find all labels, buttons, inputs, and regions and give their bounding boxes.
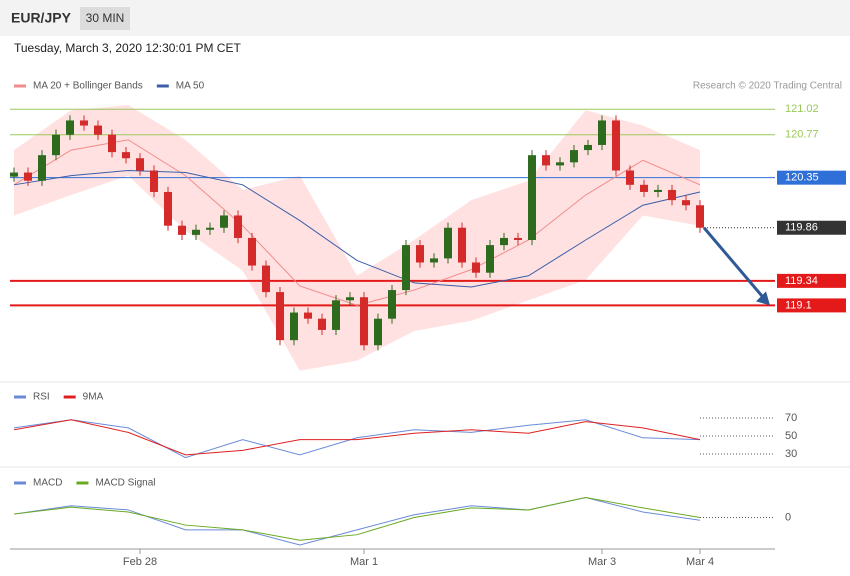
timeframe: 30 MIN (86, 11, 125, 25)
x-tick-label: Mar 1 (350, 556, 378, 568)
level-box (777, 220, 846, 235)
legend-label: 9MA (83, 392, 104, 403)
candle-body (94, 125, 102, 135)
level-label: 119.86 (785, 222, 818, 234)
indicator-line (13, 497, 701, 541)
level-box (777, 298, 846, 313)
candle-body (318, 318, 326, 330)
candle-body (682, 200, 690, 206)
candle-body (108, 134, 116, 153)
candle-body (570, 150, 578, 163)
candle-body (332, 300, 340, 330)
timestamp: Tuesday, March 3, 2020 12:30:01 PM CET (14, 41, 241, 55)
candle-body (206, 227, 214, 230)
candle-body (10, 172, 18, 177)
candle-body (178, 225, 186, 235)
candle-body (276, 292, 284, 341)
candle-body (402, 245, 410, 291)
arrow-head (756, 291, 770, 306)
candle-body (360, 297, 368, 346)
candle-body (542, 155, 550, 166)
candle-body (24, 172, 32, 181)
header-bar (0, 0, 850, 36)
candle-body (472, 262, 480, 273)
candle-body (220, 215, 228, 228)
candle-body (304, 312, 312, 319)
level-box (777, 273, 846, 288)
candle-body (696, 205, 704, 228)
candle-body (668, 189, 676, 201)
candle-body (346, 297, 354, 301)
candle-body (584, 144, 592, 151)
candle-body (640, 184, 648, 192)
forecast-arrow (702, 226, 766, 300)
y-tick-label: 70 (785, 412, 797, 424)
candle-body (234, 215, 242, 238)
candle-body (626, 170, 634, 185)
candle-body (248, 237, 256, 266)
level-box (777, 170, 846, 185)
legend-label: MA 50 (176, 81, 205, 92)
indicator-line (13, 497, 701, 546)
candle-body (122, 152, 130, 159)
level-label: 119.1 (785, 299, 812, 311)
x-tick-label: Mar 4 (686, 556, 714, 568)
candle-body (66, 120, 74, 135)
level-label: 120.35 (785, 172, 819, 184)
candle-body (136, 158, 144, 171)
candle-body (416, 245, 424, 263)
candle-body (500, 237, 508, 246)
symbol: EUR/JPY (11, 10, 72, 26)
y-tick-label: 30 (785, 448, 797, 460)
candle-body (290, 312, 298, 341)
candle-body (458, 227, 466, 263)
legend-label: MACD (33, 478, 62, 489)
y-tick-label: 50 (785, 430, 797, 442)
candle-body (38, 155, 46, 181)
candle-body (528, 155, 536, 240)
indicator-line (13, 170, 701, 288)
legend-label: MACD Signal (95, 478, 155, 489)
bollinger-band (14, 105, 700, 371)
candle-body (164, 191, 172, 226)
legend-label: RSI (33, 392, 50, 403)
level-label: 119.34 (785, 275, 818, 287)
candle-body (388, 290, 396, 319)
candle-body (556, 162, 564, 166)
timeframe-box (80, 7, 130, 30)
candle-body (430, 258, 438, 263)
candle-body (654, 189, 662, 192)
credit: Research © 2020 Trading Central (693, 81, 842, 92)
candle-body (80, 120, 88, 126)
candle-body (192, 229, 200, 235)
legend-label: MA 20 + Bollinger Bands (33, 81, 143, 92)
indicator-line (13, 419, 701, 459)
indicator-line (13, 419, 701, 456)
x-tick-label: Feb 28 (123, 556, 157, 568)
candle-body (52, 134, 60, 156)
candle-body (444, 227, 452, 259)
candle-body (262, 265, 270, 293)
level-label: 121.02 (785, 103, 819, 115)
level-label: 120.77 (785, 129, 819, 141)
candle-body (374, 318, 382, 346)
candle-body (612, 120, 620, 171)
x-tick-label: Mar 3 (588, 556, 616, 568)
y-tick-label: 0 (785, 511, 791, 523)
indicator-line (13, 139, 701, 306)
candle-body (150, 170, 158, 192)
candle-body (598, 120, 606, 145)
candle-body (514, 237, 522, 240)
candle-body (486, 245, 494, 273)
